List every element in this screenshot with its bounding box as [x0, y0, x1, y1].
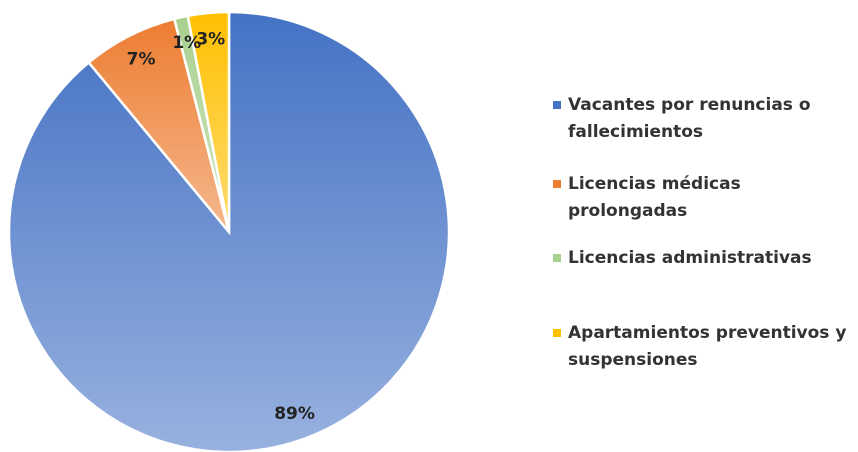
legend-swatch — [553, 329, 561, 337]
data-label: 7% — [127, 50, 156, 70]
legend-entry: Licencias administrativas — [548, 245, 848, 272]
legend-entry: Vacantes por renuncias o fallecimientos — [548, 92, 848, 146]
legend-label: Licencias médicas prolongadas — [568, 174, 741, 221]
legend-label: Vacantes por renuncias o fallecimientos — [568, 95, 811, 142]
legend-swatch — [553, 101, 561, 109]
legend-swatch — [553, 254, 561, 262]
pie-slice — [186, 10, 231, 233]
legend-label: Apartamientos preventivos y suspensiones — [568, 323, 847, 370]
legend-entry: Apartamientos preventivos y suspensiones — [548, 320, 848, 374]
legend-entry: Licencias médicas prolongadas — [548, 171, 848, 225]
data-label: 3% — [196, 29, 225, 49]
data-label: 89% — [274, 404, 315, 424]
data-label: 1% — [172, 33, 201, 53]
legend-swatch — [553, 180, 561, 188]
legend-label: Licencias administrativas — [568, 248, 812, 268]
